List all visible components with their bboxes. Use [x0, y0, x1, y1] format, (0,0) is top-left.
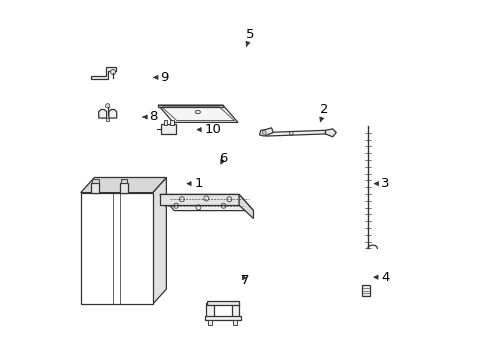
FancyBboxPatch shape [163, 120, 167, 125]
FancyBboxPatch shape [106, 118, 109, 121]
Text: 6: 6 [219, 152, 227, 165]
FancyBboxPatch shape [169, 120, 173, 125]
FancyBboxPatch shape [206, 301, 239, 305]
Polygon shape [99, 109, 106, 118]
Text: 8: 8 [143, 111, 157, 123]
Text: 5: 5 [245, 28, 254, 46]
Polygon shape [239, 194, 253, 219]
FancyBboxPatch shape [205, 316, 240, 320]
Text: 4: 4 [373, 271, 389, 284]
FancyBboxPatch shape [92, 179, 99, 183]
Text: 10: 10 [197, 123, 222, 136]
Text: 1: 1 [187, 177, 202, 190]
Polygon shape [232, 320, 236, 325]
FancyBboxPatch shape [121, 179, 127, 183]
Polygon shape [108, 109, 117, 118]
Polygon shape [158, 105, 238, 122]
FancyBboxPatch shape [361, 285, 369, 296]
Polygon shape [91, 67, 116, 79]
Polygon shape [265, 130, 325, 136]
FancyBboxPatch shape [91, 183, 99, 193]
Polygon shape [81, 177, 166, 193]
FancyBboxPatch shape [120, 183, 128, 193]
Polygon shape [152, 177, 166, 304]
FancyBboxPatch shape [232, 303, 239, 318]
Polygon shape [158, 105, 223, 107]
Text: 3: 3 [374, 177, 389, 190]
Polygon shape [160, 194, 253, 211]
FancyBboxPatch shape [160, 124, 176, 134]
Polygon shape [208, 320, 212, 325]
Polygon shape [160, 194, 239, 205]
Text: 9: 9 [154, 71, 168, 84]
Text: 2: 2 [319, 103, 328, 122]
Text: 7: 7 [241, 274, 249, 287]
Circle shape [105, 104, 110, 108]
Polygon shape [81, 193, 152, 304]
Polygon shape [259, 128, 273, 136]
FancyBboxPatch shape [206, 303, 213, 318]
Polygon shape [325, 129, 336, 137]
Circle shape [110, 69, 115, 75]
